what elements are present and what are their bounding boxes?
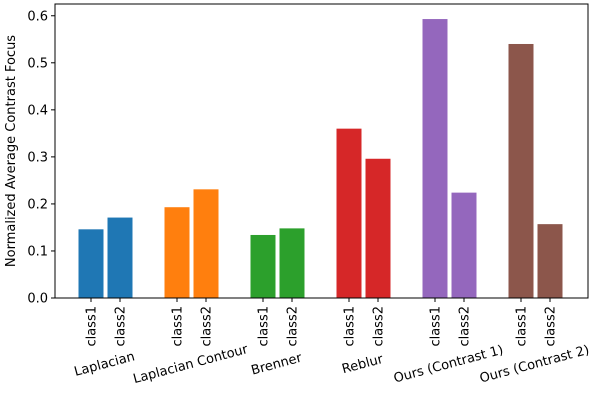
bar-tick-label: class2: [286, 306, 301, 347]
bar: [164, 207, 190, 298]
y-tick-label: 0.2: [27, 197, 48, 212]
y-tick-label: 0.4: [27, 103, 48, 118]
bar-tick-label: class2: [114, 306, 129, 347]
bar-tick-label: class1: [85, 306, 100, 347]
bar: [365, 158, 391, 298]
bar-tick-label: class2: [458, 306, 473, 347]
plot-frame: [54, 3, 589, 299]
bars-layer: [78, 19, 563, 302]
bar-tick-label: class2: [372, 306, 387, 347]
y-tick-label: 0.6: [27, 9, 48, 24]
bar: [250, 234, 276, 298]
group-label: Brenner: [250, 351, 305, 379]
group-label: Reblur: [340, 352, 385, 378]
bar: [336, 128, 362, 298]
group-label: Laplacian Contour: [132, 342, 251, 387]
y-axis: 0.0 0.1 0.2 0.3 0.4 0.5 0.6: [27, 9, 55, 307]
y-tick-label: 0.1: [27, 244, 48, 259]
bar-tick-label: class2: [544, 306, 559, 347]
bar-tick-label: class1: [515, 306, 530, 347]
bar: [422, 19, 448, 299]
y-axis-label: Normalized Average Contrast Focus: [4, 35, 19, 267]
bar: [78, 229, 104, 298]
bar-tick-label: class1: [343, 306, 358, 347]
bar-tick-label: class1: [429, 306, 444, 347]
bar-tick-label: class1: [257, 306, 272, 347]
y-tick-label: 0.0: [27, 292, 48, 307]
y-tick-label: 0.5: [27, 56, 48, 71]
bar: [451, 192, 477, 298]
y-tick-label: 0.3: [27, 150, 48, 165]
bar: [537, 224, 563, 298]
group-label: Laplacian: [73, 349, 137, 380]
bar-tick-label: class1: [171, 306, 186, 347]
bar: [107, 217, 133, 298]
bar: [279, 228, 305, 298]
bar-tick-label: class2: [200, 306, 215, 347]
bar: [193, 189, 219, 298]
bar: [508, 43, 534, 298]
